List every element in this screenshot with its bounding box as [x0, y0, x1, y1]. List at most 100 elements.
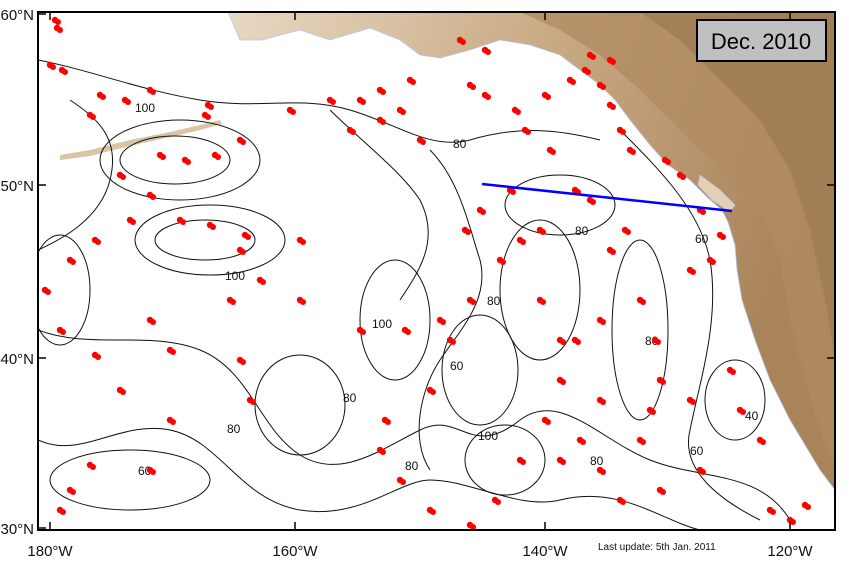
float-marker	[500, 259, 506, 265]
float-marker	[690, 269, 696, 275]
float-marker	[90, 114, 96, 120]
float-marker	[300, 239, 306, 245]
float-marker	[150, 194, 156, 200]
lat-label-40n: 40°N	[0, 351, 34, 368]
float-marker	[330, 99, 336, 105]
float-marker	[160, 154, 166, 160]
float-marker	[405, 329, 411, 335]
float-marker	[585, 69, 591, 75]
float-marker	[610, 249, 616, 255]
float-marker	[95, 354, 101, 360]
tick-marks	[38, 12, 835, 530]
contour-label-60-c: 60	[690, 444, 704, 458]
float-marker	[575, 339, 581, 345]
float-marker	[300, 299, 306, 305]
float-marker	[760, 439, 766, 445]
float-marker	[245, 234, 251, 240]
float-marker	[600, 469, 606, 475]
float-marker	[805, 504, 811, 510]
float-marker	[655, 339, 661, 345]
float-marker	[440, 319, 446, 325]
float-marker	[700, 469, 706, 475]
date-label: Dec. 2010	[711, 29, 811, 54]
float-marker	[620, 499, 626, 505]
float-marker	[290, 109, 296, 115]
float-marker	[180, 219, 186, 225]
float-marker	[400, 109, 406, 115]
contour-labels: 100 80 100 80 60 80 100 60 80 80 100 80 …	[135, 101, 759, 478]
float-marker	[250, 399, 256, 405]
float-marker	[170, 419, 176, 425]
lon-label-120w: 120°W	[767, 543, 813, 560]
lon-label-180w: 180°W	[27, 543, 73, 560]
float-marker	[240, 359, 246, 365]
float-marker	[460, 39, 466, 45]
float-marker	[660, 379, 666, 385]
float-marker	[600, 399, 606, 405]
float-marker	[205, 114, 211, 120]
float-marker	[680, 174, 686, 180]
contour-label-80-e: 80	[227, 422, 241, 436]
float-marker	[610, 104, 616, 110]
float-marker	[150, 469, 156, 475]
float-marker	[380, 449, 386, 455]
lon-label-140w: 140°W	[522, 543, 568, 560]
float-marker	[545, 419, 551, 425]
float-marker	[130, 219, 136, 225]
float-marker	[60, 509, 66, 515]
float-marker	[660, 489, 666, 495]
float-marker	[210, 224, 216, 230]
float-marker	[410, 79, 416, 85]
float-marker	[400, 479, 406, 485]
float-marker	[485, 49, 491, 55]
float-marker	[360, 99, 366, 105]
contour-label-100-c: 100	[372, 317, 392, 331]
float-marker	[185, 159, 191, 165]
float-marker	[520, 459, 526, 465]
float-marker	[125, 99, 131, 105]
float-marker	[495, 499, 501, 505]
float-marker	[560, 459, 566, 465]
float-marker	[470, 299, 476, 305]
float-marker	[485, 94, 491, 100]
date-box	[696, 19, 827, 62]
section-line	[481, 182, 733, 213]
mountain-interior-dark	[640, 12, 835, 360]
float-marker	[590, 199, 596, 205]
float-marker	[600, 319, 606, 325]
float-marker	[150, 89, 156, 95]
float-marker	[470, 524, 476, 530]
float-marker	[730, 369, 736, 375]
float-marker	[208, 104, 214, 110]
float-marker	[90, 464, 96, 470]
float-marker	[510, 189, 516, 195]
lat-label-30n: 30°N	[0, 521, 34, 538]
contour-label-80-g: 80	[405, 459, 419, 473]
float-marker	[62, 69, 68, 75]
float-marker	[380, 89, 386, 95]
contour-label-40: 40	[745, 409, 759, 423]
contour-label-80-d: 80	[343, 391, 357, 405]
float-marker	[57, 27, 63, 33]
contour-label-60-a: 60	[695, 232, 709, 246]
float-marker	[120, 174, 126, 180]
float-marker	[625, 229, 631, 235]
lon-label-160w: 160°W	[272, 543, 318, 560]
float-marker	[540, 299, 546, 305]
float-marker	[70, 489, 76, 495]
float-marker	[690, 399, 696, 405]
float-marker	[45, 289, 51, 295]
float-marker	[95, 239, 101, 245]
float-marker	[385, 419, 391, 425]
float-marker	[665, 159, 671, 165]
mountain-interior	[520, 12, 835, 470]
float-marker	[350, 129, 356, 135]
float-marker	[770, 509, 776, 515]
contour-label-80-f: 80	[590, 454, 604, 468]
float-marker	[620, 129, 626, 135]
float-marker	[120, 389, 126, 395]
aleutian-islands	[60, 120, 222, 160]
float-marker	[710, 259, 716, 265]
contour-label-80-a: 80	[453, 137, 467, 151]
float-marker	[470, 84, 476, 90]
